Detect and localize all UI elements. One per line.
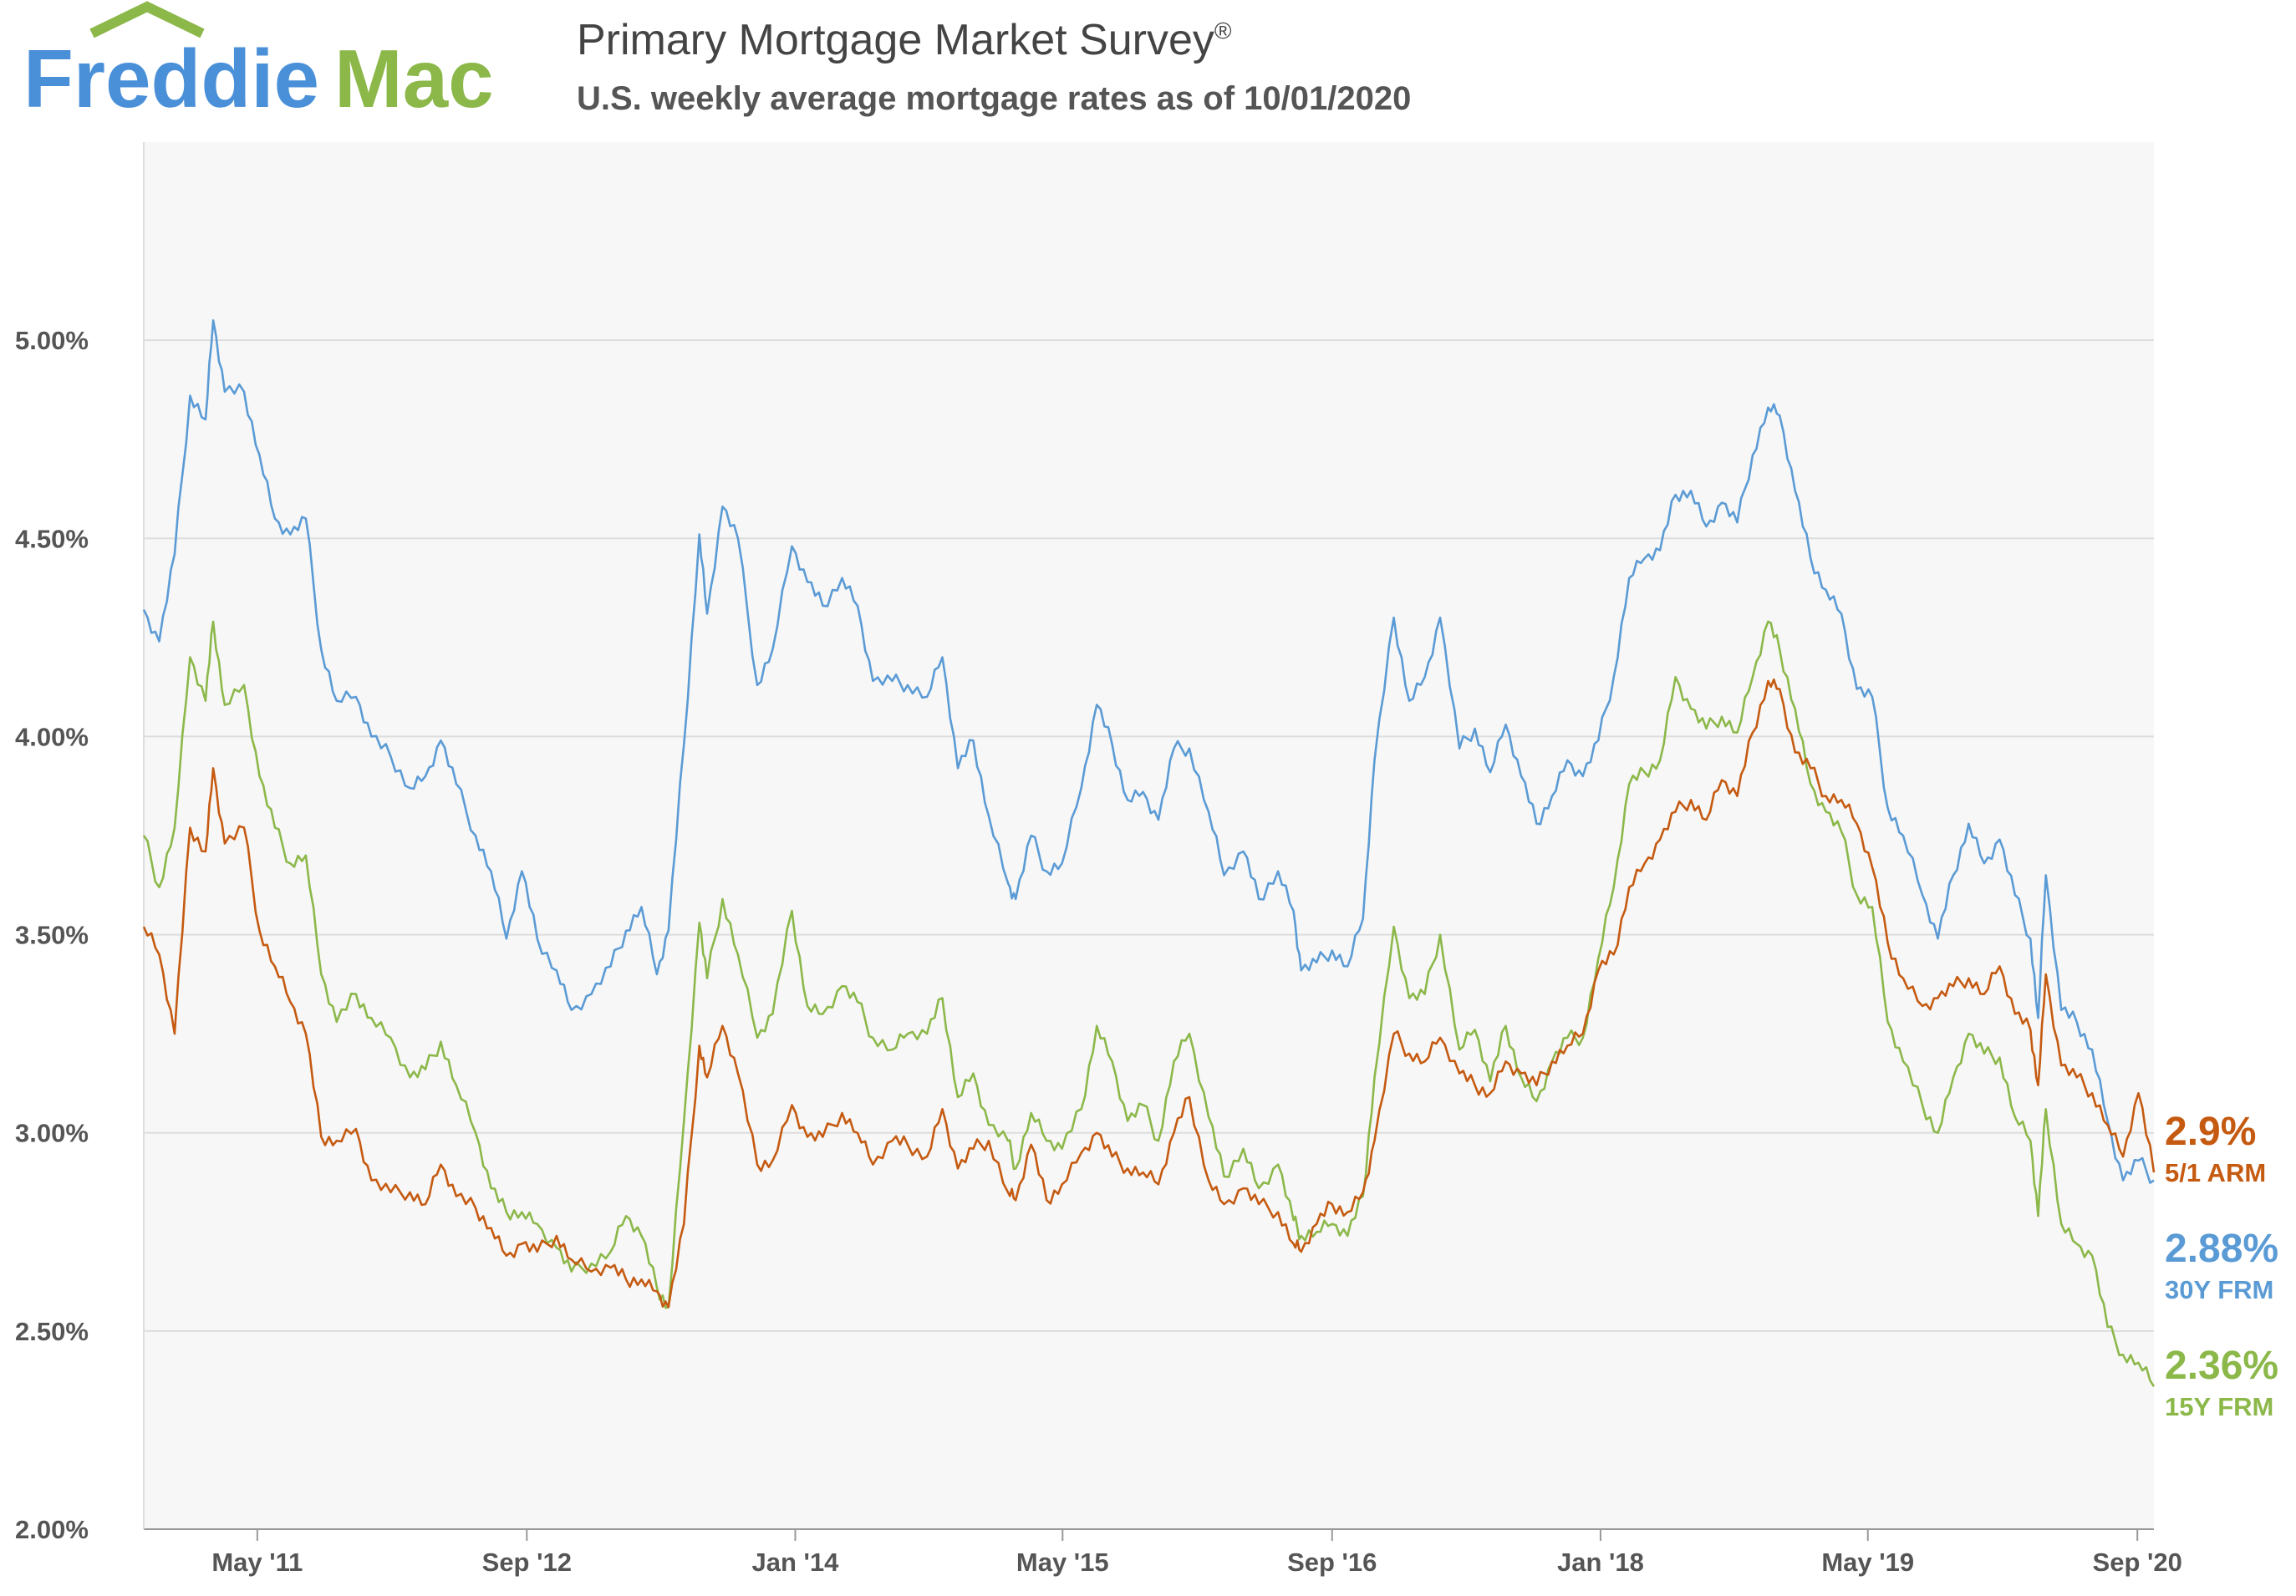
x-axis-ticks: May '11 Sep '12 Jan '14 May '15 Sep '16 Jan '… [211,1529,2182,1577]
y-tick-label: 3.50% [15,921,89,950]
x-tick-label: May '11 [211,1548,303,1577]
plot-area [144,142,2154,1529]
y-axis-ticks: 2.00% 2.50% 3.00% 3.50% 4.00% 4.50% 5.00% [15,326,89,1544]
x-tick-label: Sep '12 [482,1548,572,1577]
x-tick-label: May '19 [1821,1548,1914,1577]
chart-title-text: Primary Mortgage Market Survey [577,16,1214,64]
end-label-value: 2.88% [2165,1227,2278,1271]
end-label-series: 5/1 ARM [2165,1158,2266,1187]
end-label-series: 15Y FRM [2165,1392,2273,1421]
y-tick-label: 2.50% [15,1317,89,1346]
chart-subtitle: U.S. weekly average mortgage rates as of… [577,80,1412,117]
x-tick-label: Sep '16 [1287,1548,1377,1577]
y-tick-label: 3.00% [15,1119,89,1148]
x-tick-label: Sep '20 [2093,1548,2182,1577]
y-tick-label: 2.00% [15,1515,89,1544]
series-lines [142,319,2156,1387]
logo-text-mac: Mac [334,33,494,125]
end-label-value: 2.9% [2165,1110,2256,1154]
end-label-series: 30Y FRM [2165,1275,2273,1304]
end-label-value: 2.36% [2165,1344,2278,1388]
freddie-mac-logo: Freddie Mac [23,1,494,125]
x-tick-label: May '15 [1016,1548,1109,1577]
end-labels: 2.9% 5/1 ARM 2.88% 30Y FRM 2.36% 15Y FRM [2165,1110,2278,1421]
logo-text-freddie: Freddie [23,33,319,125]
y-tick-label: 5.00% [15,326,89,355]
chart-title: Primary Mortgage Market Survey® [577,15,1232,65]
series-line-5-1-arm [142,678,2156,1309]
house-roof-icon [89,1,205,38]
y-tick-label: 4.50% [15,524,89,553]
x-tick-label: Jan '14 [752,1548,840,1577]
series-line-30y-frm [142,319,2155,1184]
series-line-15y-frm [142,620,2156,1387]
registered-mark: ® [1214,18,1232,44]
x-tick-label: Jan '18 [1557,1548,1644,1577]
y-tick-label: 4.00% [15,722,89,751]
